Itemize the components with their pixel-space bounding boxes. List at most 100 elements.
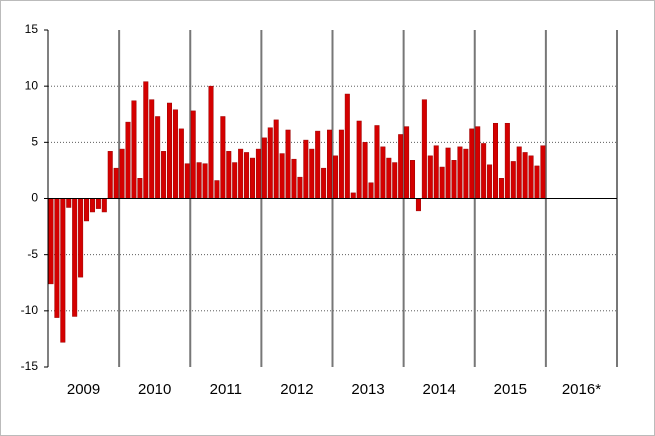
- bar: [445, 147, 451, 199]
- bar: [244, 152, 250, 199]
- bar: [238, 148, 244, 199]
- bar: [451, 160, 457, 199]
- bar: [84, 198, 90, 222]
- bar: [303, 139, 309, 199]
- x-tick-label: 2011: [210, 381, 242, 398]
- bar: [78, 198, 84, 278]
- bar: [178, 128, 184, 199]
- y-tick-label: 10: [25, 78, 39, 92]
- bar: [404, 126, 410, 199]
- bar: [338, 129, 344, 199]
- bar: [101, 198, 107, 213]
- bar: [368, 182, 374, 199]
- bar: [398, 134, 404, 199]
- y-tick-label: 0: [31, 191, 38, 205]
- bar: [202, 163, 208, 199]
- bar: [137, 178, 143, 199]
- bar: [172, 109, 178, 199]
- bar: [226, 151, 232, 199]
- bar: [131, 100, 137, 199]
- bar: [469, 128, 475, 199]
- bar: [285, 129, 291, 199]
- bar: [60, 198, 66, 343]
- bar: [291, 158, 297, 199]
- y-tick-label: -15: [21, 359, 39, 373]
- bar: [249, 157, 255, 199]
- bar: [344, 93, 350, 199]
- bar: [89, 198, 95, 213]
- bar: [48, 198, 54, 285]
- bar: [492, 122, 498, 199]
- bar: [481, 143, 487, 199]
- bar: [273, 119, 279, 199]
- bar: [522, 152, 528, 199]
- bar: [374, 125, 380, 199]
- bar: [95, 198, 101, 209]
- bar: [380, 146, 386, 199]
- bar: [427, 155, 433, 199]
- bar: [421, 99, 427, 199]
- x-tick-label: 2014: [423, 381, 456, 398]
- bar: [107, 151, 113, 199]
- y-tick-label: -10: [21, 303, 39, 317]
- bar: [208, 85, 214, 199]
- bar: [220, 116, 226, 199]
- bar: [332, 155, 338, 199]
- bar: [297, 176, 303, 199]
- bar: [261, 137, 267, 199]
- y-tick-label: 5: [31, 135, 38, 149]
- bar: [66, 198, 72, 208]
- bar: [119, 148, 125, 199]
- x-tick-label: 2013: [351, 381, 384, 398]
- bar: [321, 167, 327, 199]
- bar: [498, 178, 504, 199]
- bar: [267, 127, 273, 199]
- bar: [510, 161, 516, 199]
- bar: [214, 180, 220, 199]
- bar: [190, 110, 196, 199]
- bar: [475, 126, 481, 199]
- bar: [534, 165, 540, 199]
- bar: [433, 145, 439, 199]
- bar: [463, 148, 469, 199]
- x-tick-label: 2010: [138, 381, 171, 398]
- bar: [528, 155, 534, 199]
- bar: [54, 198, 60, 318]
- x-tick-label: 2009: [67, 381, 100, 398]
- bar: [410, 160, 416, 199]
- bar: [279, 153, 285, 199]
- bar: [184, 163, 190, 199]
- bar: [309, 148, 315, 199]
- x-tick-label: 2015: [494, 381, 527, 398]
- bar: [516, 146, 522, 199]
- bar: [415, 198, 421, 212]
- bar: [386, 157, 392, 199]
- y-tick-label: -5: [27, 247, 38, 261]
- bar: [72, 198, 78, 317]
- bar: [457, 146, 463, 199]
- bar: [167, 102, 173, 199]
- x-tick-label: 2012: [280, 381, 313, 398]
- bar: [356, 120, 362, 199]
- bar: [350, 192, 356, 199]
- bar: [113, 167, 119, 199]
- x-tick-label: 2016*: [562, 381, 601, 398]
- bar: [540, 145, 546, 199]
- bar: [362, 142, 368, 199]
- y-tick-label: 15: [25, 22, 39, 36]
- bar: [161, 151, 167, 199]
- bar: [155, 116, 161, 199]
- bar: [143, 81, 149, 199]
- bar: [125, 121, 131, 199]
- bar: [315, 130, 321, 199]
- bar: [255, 148, 261, 199]
- bar: [327, 129, 333, 199]
- bar: [196, 162, 202, 199]
- bar: [504, 122, 510, 199]
- bar: [392, 162, 398, 199]
- bar: [487, 164, 493, 199]
- bar: [439, 166, 445, 199]
- bar: [232, 162, 238, 199]
